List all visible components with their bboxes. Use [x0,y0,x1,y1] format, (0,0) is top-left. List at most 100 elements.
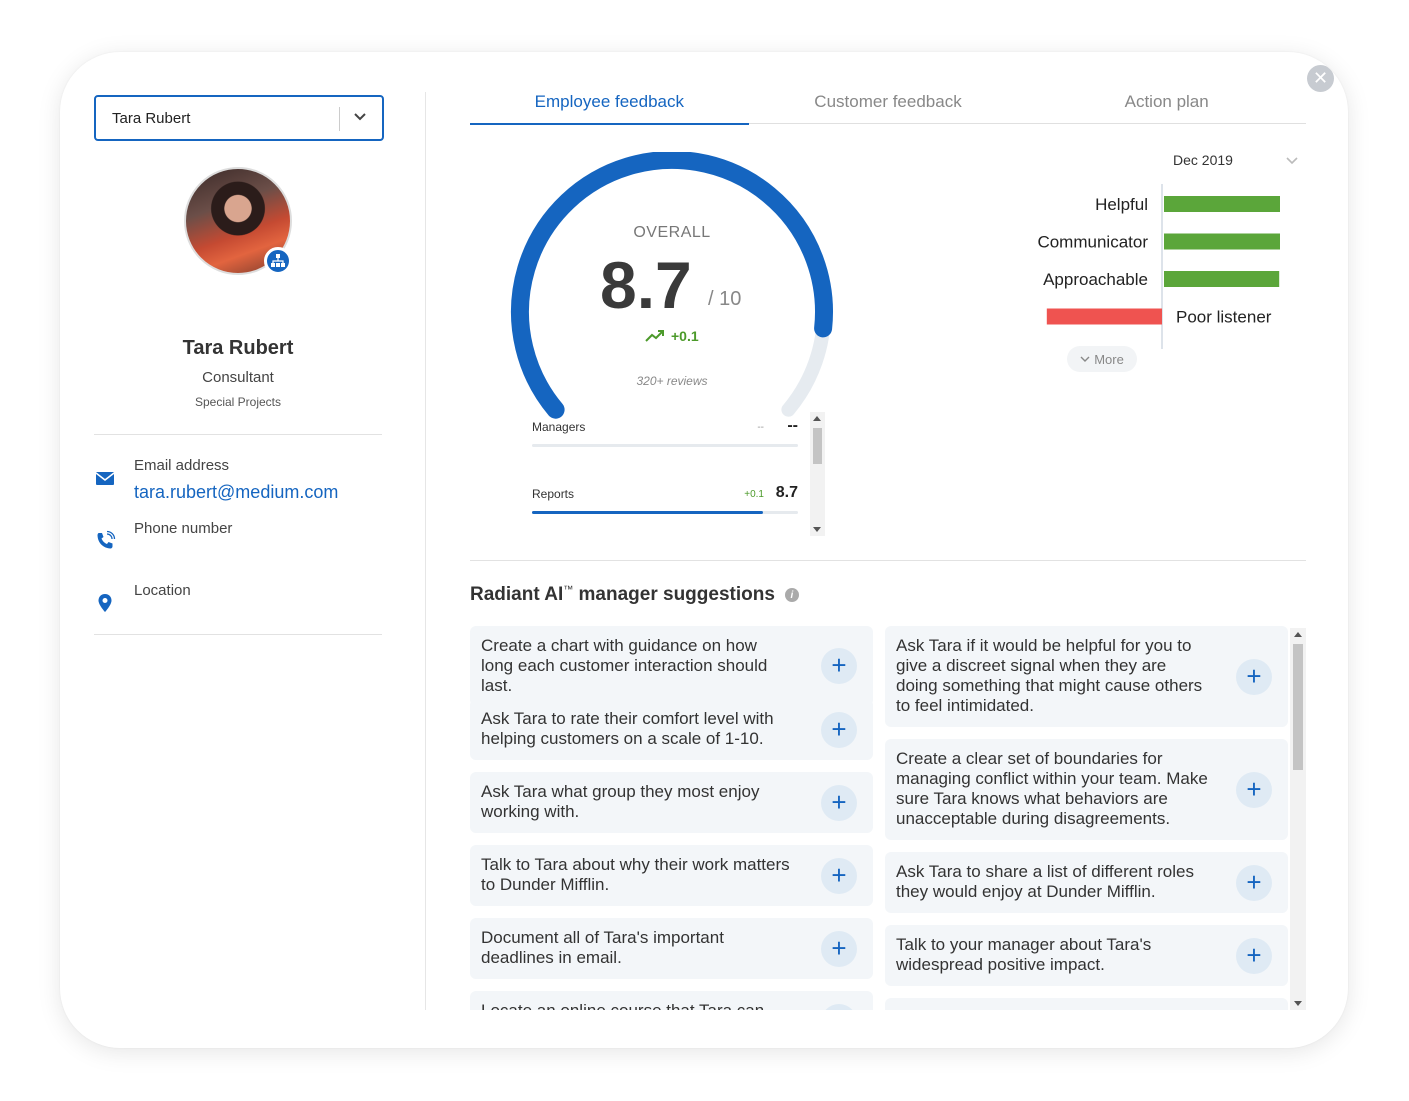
date-filter-value: Dec 2019 [1173,152,1233,168]
suggestion-text: Ask Tara to share a list of different ro… [896,862,1194,901]
email-label: Email address [134,457,230,474]
subscore-value: -- [787,417,798,434]
chevron-down-icon [1286,157,1298,165]
select-separator [339,107,340,131]
trait-bar [1046,308,1162,325]
location-label: Location [134,582,191,599]
more-traits-button[interactable]: More [1067,346,1137,372]
trait-bar [1164,271,1280,287]
suggestion-text: Document all of Tara's important deadlin… [481,928,724,967]
add-suggestion-button[interactable]: + [1236,658,1272,695]
trait-label: Approachable [1043,270,1148,289]
phone-icon [97,530,116,549]
divider [94,634,382,635]
suggestion-card: Document all of Tara's important deadlin… [470,918,873,979]
add-suggestion-button[interactable]: + [821,1003,857,1010]
suggestion-text: Talk to your manager about Tara's widesp… [896,935,1152,974]
review-count: 320+ reviews [636,374,708,388]
date-filter-select[interactable]: Dec 2019 [1173,152,1299,168]
subscore-fill [532,511,764,514]
employee-profile-card: ✕ Tara Rubert Tara Rubert Consultant Spe… [60,52,1348,1048]
suggestion-card: Locate an online course that Tara can + [470,991,873,1010]
add-suggestion-button[interactable]: + [821,930,857,967]
scrollbar-thumb[interactable] [813,428,822,464]
overall-trend-value: +0.1 [671,328,699,344]
profile-panel: Tara Rubert Tara Rubert Consultant Speci… [94,95,384,635]
suggestion-text: Ask Tara if it would be helpful for you … [896,636,1203,715]
scroll-down-icon[interactable] [813,527,821,532]
trademark-mark: ™ [563,584,574,596]
add-suggestion-button[interactable]: + [821,857,857,894]
add-suggestion-button[interactable]: + [1236,771,1272,808]
org-chart-icon[interactable] [264,247,292,275]
suggestion-text: Ask Tara to rate their comfort level wit… [481,709,774,748]
overall-score: 8.7 [600,248,692,322]
location-pin-icon [98,594,112,612]
add-suggestion-button[interactable]: + [1236,937,1272,974]
overall-score-max: / 10 [708,288,742,310]
close-icon: ✕ [1312,68,1329,88]
email-link[interactable]: tara.rubert@medium.com [134,482,339,502]
suggestion-card: Create a chart with guidance on how long… [470,626,873,706]
suggestions-title-rest: manager suggestions [573,584,775,605]
profile-role: Consultant [202,369,274,386]
suggestions-area: Create a chart with guidance on how long… [470,626,1306,1010]
panel-separator [425,92,426,1010]
user-select[interactable]: Tara Rubert [94,95,384,141]
subscore-track [532,444,798,447]
add-suggestion-button[interactable]: + [1236,864,1272,901]
trait-label: Helpful [1095,195,1148,214]
divider [94,434,382,435]
subscore-list: Managers -- -- Reports +0.1 8.7 [532,412,826,538]
trait-label: Poor listener [1176,308,1272,327]
add-suggestion-button[interactable]: + [821,711,857,748]
suggestions-scrollbar[interactable] [1290,628,1306,1010]
suggestion-card: + [885,998,1288,1010]
tab-employee-feedback[interactable]: Employee feedback [470,90,749,125]
suggestion-card: Ask Tara what group they most enjoy work… [470,772,873,833]
suggestions-title: Radiant AI™ manager suggestions [470,584,775,606]
avatar [184,167,292,275]
suggestions-heading: Radiant AI™ manager suggestions i [470,584,799,606]
suggestion-card: Ask Tara to share a list of different ro… [885,852,1288,913]
subscore-track [532,511,798,514]
overall-score-gauge [511,152,833,419]
chevron-down-icon [1080,356,1090,362]
suggestion-text: Ask Tara what group they most enjoy work… [481,782,760,821]
tab-customer-feedback[interactable]: Customer feedback [814,92,962,111]
trait-label: Communicator [1037,233,1148,252]
suggestion-text: Create a chart with guidance on how long… [481,636,768,695]
close-button[interactable]: ✕ [1307,65,1334,92]
more-label: More [1094,351,1124,367]
avatar-wrapper [184,167,292,275]
suggestion-card: Ask Tara to rate their comfort level wit… [470,699,873,760]
gauge-fill [511,152,833,419]
scroll-down-icon[interactable] [1294,1001,1302,1006]
scrollbar-thumb[interactable] [1293,644,1303,770]
overall-trend: +0.1 [645,328,699,344]
tab-action-plan[interactable]: Action plan [1124,92,1209,111]
subscore-label: Managers [532,420,586,434]
add-suggestion-button[interactable]: + [821,784,857,821]
suggestion-text: Create a clear set of boundaries for man… [896,749,1208,828]
email-icon [95,472,115,485]
scroll-up-icon[interactable] [1294,632,1302,637]
subscore-value: 8.7 [775,484,798,501]
suggestion-card: Ask Tara if it would be helpful for you … [885,626,1288,727]
trait-bar [1164,233,1280,250]
trait-bar [1164,196,1280,212]
subscore-scrollbar[interactable] [810,412,825,536]
info-icon[interactable]: i [784,588,799,602]
subscore-label: Reports [532,487,575,501]
suggestion-card: Talk to Tara about why their work matter… [470,845,873,906]
suggestion-text: Talk to Tara about why their work matter… [481,855,790,894]
trait-bar-chart: Helpful Communicator Approachable Poor list… [1037,184,1280,349]
phone-label: Phone number [134,520,233,537]
profile-department: Special Projects [194,395,282,409]
profile-name: Tara Rubert [182,337,294,359]
section-divider [470,560,1306,561]
add-suggestion-button[interactable]: + [821,648,857,684]
subscore-delta: +0.1 [744,489,764,500]
scroll-up-icon[interactable] [813,416,821,421]
suggestion-text: Locate an online course that Tara can [481,1001,764,1010]
